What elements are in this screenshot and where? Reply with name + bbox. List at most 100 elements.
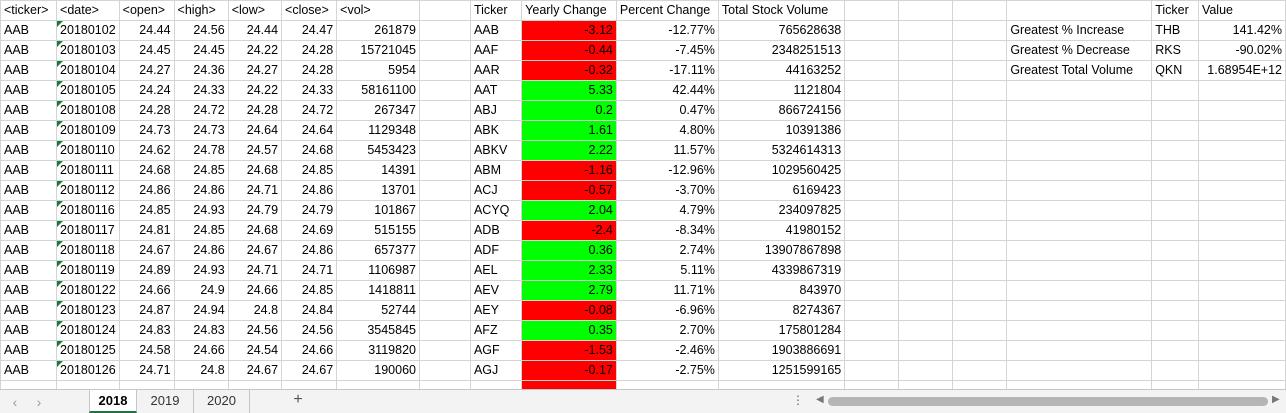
yearly-change-cell[interactable]: -0.32	[521, 60, 617, 81]
greatest-ticker-cell[interactable]: RKS	[1151, 40, 1199, 61]
empty-cell[interactable]	[897, 160, 954, 181]
summary-ticker-cell[interactable]: AAB	[469, 20, 523, 41]
raw-data-cell[interactable]: 24.8	[173, 360, 229, 381]
total-volume-cell[interactable]: 13907867898	[717, 240, 846, 261]
raw-data-cell[interactable]: 24.83	[118, 320, 175, 341]
raw-data-cell[interactable]: AAB	[0, 100, 58, 121]
empty-cell[interactable]	[844, 280, 899, 301]
empty-cell[interactable]	[844, 380, 899, 389]
summary-ticker-cell[interactable]: AEL	[469, 260, 523, 281]
raw-data-cell[interactable]: 1129348	[336, 120, 420, 141]
header-cell[interactable]: Yearly Change	[521, 0, 617, 21]
raw-data-cell[interactable]: 24.86	[173, 240, 229, 261]
empty-cell[interactable]	[336, 380, 420, 389]
raw-data-cell[interactable]: AAB	[0, 160, 58, 181]
empty-cell[interactable]	[897, 360, 954, 381]
empty-cell[interactable]	[1151, 380, 1199, 389]
raw-data-cell[interactable]: 24.86	[281, 240, 338, 261]
empty-cell[interactable]	[1006, 160, 1153, 181]
raw-data-cell[interactable]: 1106987	[336, 260, 420, 281]
total-volume-cell[interactable]: 1903886691	[717, 340, 846, 361]
header-cell[interactable]: Value	[1197, 0, 1286, 21]
raw-data-cell[interactable]: 24.71	[227, 180, 283, 201]
raw-data-cell[interactable]: 24.67	[118, 240, 175, 261]
raw-data-cell[interactable]: 24.66	[118, 280, 175, 301]
greatest-value-cell[interactable]: 141.42%	[1197, 20, 1286, 41]
raw-data-cell[interactable]: 24.93	[173, 200, 229, 221]
empty-cell[interactable]	[952, 180, 1008, 201]
empty-cell[interactable]	[1006, 120, 1153, 141]
raw-data-cell[interactable]: 24.44	[227, 20, 283, 41]
empty-cell[interactable]	[173, 380, 229, 389]
empty-cell[interactable]	[844, 40, 899, 61]
percent-change-cell[interactable]: 11.71%	[615, 280, 719, 301]
empty-cell[interactable]	[897, 140, 954, 161]
empty-cell[interactable]	[1197, 160, 1286, 181]
empty-cell[interactable]	[844, 160, 899, 181]
empty-cell[interactable]	[897, 380, 954, 389]
raw-data-cell[interactable]: 24.62	[118, 140, 175, 161]
empty-cell[interactable]	[952, 200, 1008, 221]
empty-cell[interactable]	[418, 160, 471, 181]
raw-data-cell[interactable]: 13701	[336, 180, 420, 201]
empty-cell[interactable]	[844, 260, 899, 281]
empty-cell[interactable]	[521, 380, 617, 389]
empty-cell[interactable]	[1197, 320, 1286, 341]
percent-change-cell[interactable]: 4.80%	[615, 120, 719, 141]
empty-cell[interactable]	[844, 360, 899, 381]
empty-cell[interactable]	[1151, 140, 1199, 161]
empty-cell[interactable]	[418, 260, 471, 281]
empty-cell[interactable]	[1151, 80, 1199, 101]
yearly-change-cell[interactable]: 1.61	[521, 120, 617, 141]
raw-data-cell[interactable]: 24.79	[281, 200, 338, 221]
raw-data-cell[interactable]: 3545845	[336, 320, 420, 341]
yearly-change-cell[interactable]: 5.33	[521, 80, 617, 101]
empty-cell[interactable]	[1197, 300, 1286, 321]
raw-data-cell[interactable]: 24.56	[281, 320, 338, 341]
empty-cell[interactable]	[952, 360, 1008, 381]
total-volume-cell[interactable]: 175801284	[717, 320, 846, 341]
greatest-value-cell[interactable]: 1.68954E+12	[1197, 60, 1286, 81]
empty-cell[interactable]	[844, 300, 899, 321]
raw-data-cell[interactable]: 24.54	[227, 340, 283, 361]
empty-cell[interactable]	[844, 140, 899, 161]
empty-cell[interactable]	[418, 200, 471, 221]
summary-ticker-cell[interactable]: AEY	[469, 300, 523, 321]
header-cell[interactable]: Percent Change	[615, 0, 719, 21]
percent-change-cell[interactable]: 0.47%	[615, 100, 719, 121]
empty-cell[interactable]	[1197, 100, 1286, 121]
raw-data-cell[interactable]: 24.27	[227, 60, 283, 81]
raw-data-cell[interactable]: 24.28	[281, 60, 338, 81]
percent-change-cell[interactable]: -12.77%	[615, 20, 719, 41]
raw-data-cell[interactable]: 101867	[336, 200, 420, 221]
empty-cell[interactable]	[952, 100, 1008, 121]
empty-cell[interactable]	[897, 20, 954, 41]
greatest-label-cell[interactable]: Greatest % Increase	[1006, 20, 1153, 41]
summary-ticker-cell[interactable]: AFZ	[469, 320, 523, 341]
empty-cell[interactable]	[1197, 80, 1286, 101]
empty-cell[interactable]	[418, 340, 471, 361]
yearly-change-cell[interactable]: 0.36	[521, 240, 617, 261]
summary-ticker-cell[interactable]: AGJ	[469, 360, 523, 381]
raw-data-cell[interactable]: 24.56	[227, 320, 283, 341]
total-volume-cell[interactable]: 5324614313	[717, 140, 846, 161]
empty-cell[interactable]	[1006, 220, 1153, 241]
empty-cell[interactable]	[418, 20, 471, 41]
empty-cell[interactable]	[1151, 280, 1199, 301]
summary-ticker-cell[interactable]: ABKV	[469, 140, 523, 161]
empty-cell[interactable]	[1151, 180, 1199, 201]
empty-cell[interactable]	[844, 20, 899, 41]
summary-ticker-cell[interactable]: ACJ	[469, 180, 523, 201]
empty-cell[interactable]	[897, 180, 954, 201]
empty-cell[interactable]	[952, 80, 1008, 101]
empty-cell[interactable]	[1197, 280, 1286, 301]
empty-cell[interactable]	[418, 320, 471, 341]
percent-change-cell[interactable]: 42.44%	[615, 80, 719, 101]
add-sheet-button[interactable]: +	[293, 391, 303, 408]
percent-change-cell[interactable]: -2.46%	[615, 340, 719, 361]
empty-cell[interactable]	[1197, 220, 1286, 241]
empty-cell[interactable]	[1197, 120, 1286, 141]
raw-data-cell[interactable]: 24.89	[118, 260, 175, 281]
raw-data-cell[interactable]: 24.81	[118, 220, 175, 241]
empty-cell[interactable]	[844, 340, 899, 361]
